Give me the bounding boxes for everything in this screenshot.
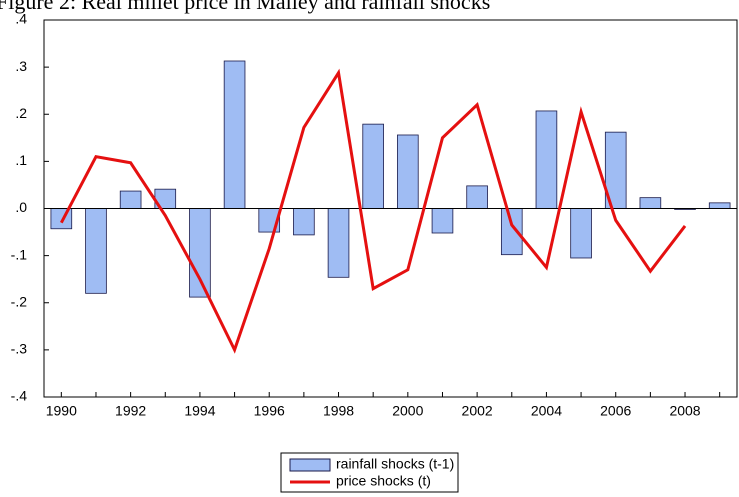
legend-swatch: [289, 458, 331, 472]
bar: [466, 185, 488, 209]
x-tick-label: 1990: [46, 403, 77, 419]
bar: [293, 208, 315, 236]
x-tick-label: 2006: [600, 403, 631, 419]
legend-label: rainfall shocks (t-1): [336, 456, 454, 472]
x-tick-label: 2004: [531, 403, 562, 419]
x-tick-label: 2008: [669, 403, 700, 419]
bar: [189, 208, 211, 298]
bar: [362, 123, 384, 209]
bar: [570, 208, 592, 259]
bar: [327, 208, 350, 278]
x-tick-label: 1996: [254, 403, 285, 419]
x-tick-label: 1992: [115, 403, 146, 419]
bar: [85, 208, 107, 294]
x-tick-label: 2000: [392, 403, 423, 419]
y-tick-label: .0: [15, 199, 27, 215]
bar: [708, 202, 731, 209]
x-tick-label: 1998: [323, 403, 354, 419]
bar: [431, 208, 454, 234]
y-tick-label: -.1: [11, 246, 28, 262]
bar: [119, 190, 142, 209]
y-tick-label: .4: [15, 11, 27, 27]
legend: rainfall shocks (t-1)price shocks (t): [280, 452, 459, 493]
bar: [535, 110, 558, 209]
bar: [397, 134, 419, 209]
y-tick-label: .1: [15, 152, 27, 168]
chart-title: Figure 2: Real millet price in Maliey an…: [0, 0, 490, 14]
y-tick-label: .3: [15, 58, 27, 74]
legend-label: price shocks (t): [336, 473, 431, 489]
line: [59, 68, 687, 354]
y-tick-label: -.3: [11, 341, 28, 357]
x-tick-label: 2002: [462, 403, 493, 419]
y-tick-label: .2: [15, 105, 27, 121]
x-tick-label: 1994: [184, 403, 215, 419]
y-tick-label: -.2: [11, 293, 28, 309]
plot-frame: [43, 19, 738, 398]
bar: [639, 197, 662, 209]
y-tick-label: -.4: [11, 388, 28, 404]
bar: [223, 60, 246, 209]
